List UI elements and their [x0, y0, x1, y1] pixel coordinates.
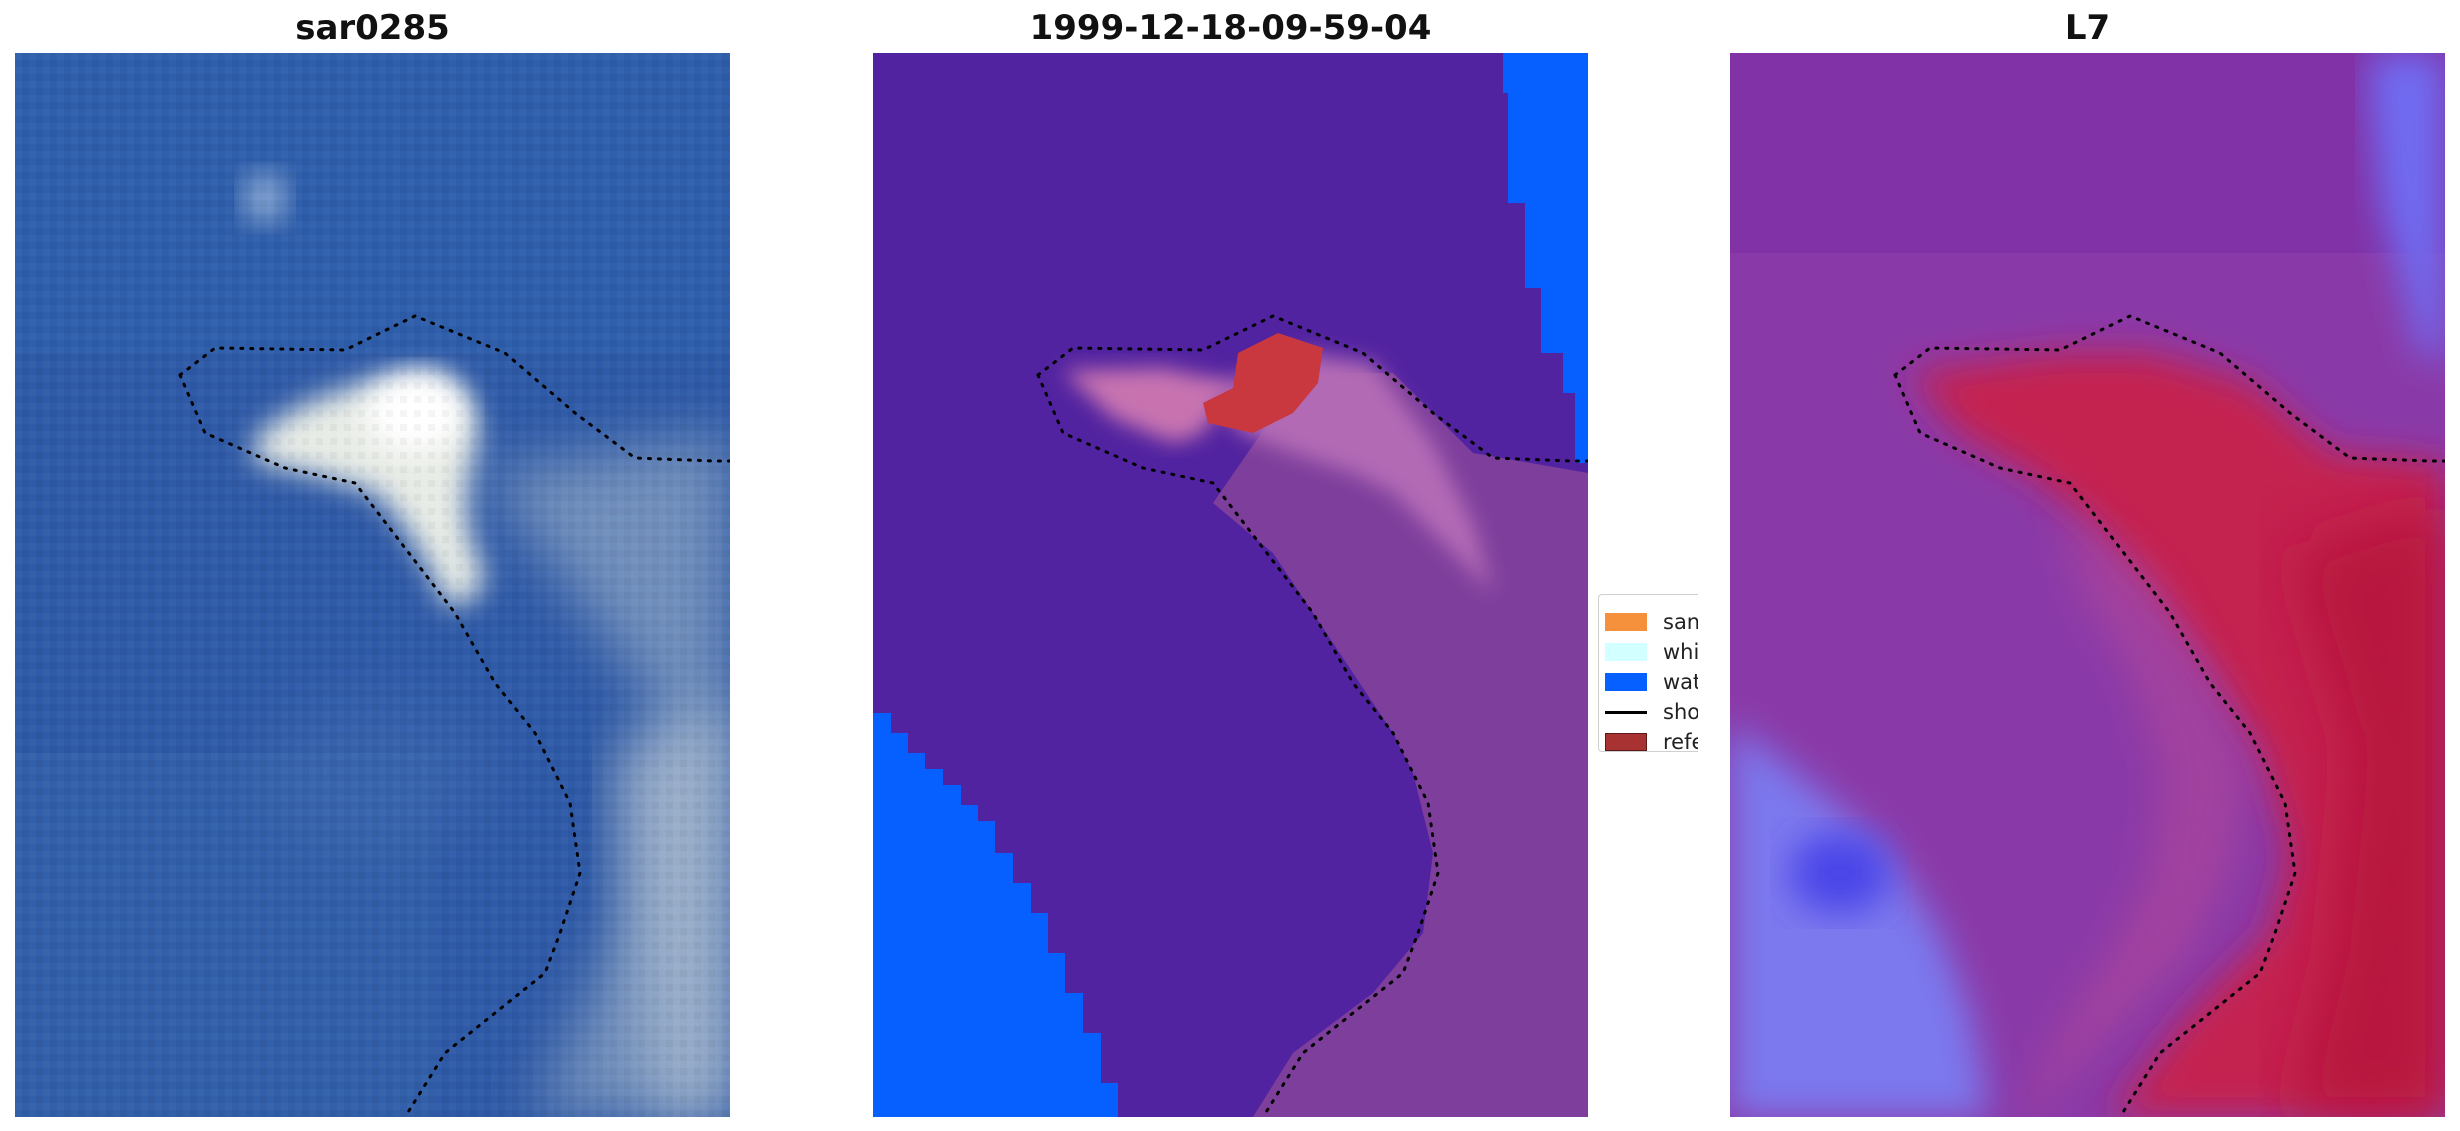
rgb-image — [15, 53, 730, 1117]
panel-title-classified: 1999-12-18-09-59-04 — [1029, 8, 1432, 48]
legend-swatch-sand — [1605, 613, 1647, 631]
panel-title-rgb: sar0285 — [295, 8, 450, 48]
panel-title-index: L7 — [2064, 8, 2111, 48]
index-image-panel — [1730, 53, 2445, 1117]
legend: sand whitewater water shoreline referenc… — [1598, 594, 1698, 752]
legend-item-sand: sand — [1605, 609, 1698, 635]
legend-item-whitewater: whitewater — [1605, 639, 1698, 665]
legend-label: whitewater — [1663, 640, 1698, 664]
shoreline-dots — [1036, 314, 1588, 1117]
legend-item-water: water — [1605, 669, 1698, 695]
shoreline-dots — [178, 314, 730, 1117]
legend-label: sand — [1663, 610, 1698, 634]
legend-line-shoreline — [1605, 710, 1647, 714]
legend-item-reference: reference — [1605, 729, 1698, 752]
legend-swatch-reference — [1605, 733, 1647, 751]
index-image — [1730, 53, 2445, 1117]
legend-label: shoreline — [1663, 700, 1698, 724]
legend-swatch-water — [1605, 673, 1647, 691]
legend-swatch-whitewater — [1605, 643, 1647, 661]
classified-image — [873, 53, 1588, 1117]
shoreline-dots — [1893, 314, 2445, 1117]
classified-image-panel — [873, 53, 1588, 1117]
legend-item-shoreline: shoreline — [1605, 699, 1698, 725]
rgb-image-panel — [15, 53, 730, 1117]
legend-label: water — [1663, 670, 1698, 694]
legend-label: reference — [1663, 730, 1698, 752]
